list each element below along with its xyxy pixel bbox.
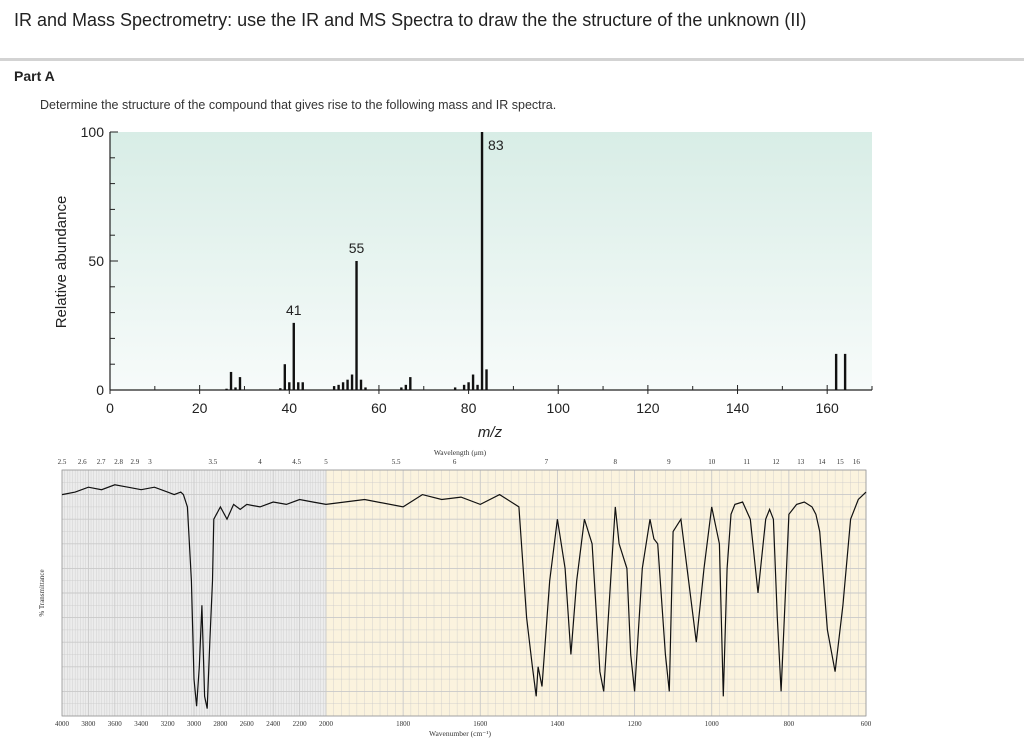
ir-frame [61, 469, 867, 717]
ir-wavelength-tick-label: 3 [148, 458, 152, 466]
ir-wavenumber-tick-label: 1200 [628, 720, 643, 728]
ir-wavenumber-tick-label: 1400 [550, 720, 565, 728]
ir-wavenumber-tick-label: 4000 [55, 720, 70, 728]
ir-wavelength-tick-label: 8 [614, 458, 618, 466]
ir-wavenumber-tick-label: 2000 [319, 720, 334, 728]
ir-wavelength-tick-label: 4 [258, 458, 262, 466]
ir-transmittance-trace [61, 484, 867, 709]
ir-wavelength-tick-label: 14 [818, 458, 826, 466]
ms-x-tick-label: 100 [547, 400, 571, 416]
ir-wavelength-tick-label: 2.8 [114, 458, 123, 466]
mass-spectrum-plot-area [110, 132, 872, 390]
ir-wavelength-tick-label: 12 [773, 458, 781, 466]
ir-wavenumber-tick-label: 3800 [81, 720, 96, 728]
ir-wavenumber-tick-label: 2400 [266, 720, 281, 728]
ir-wavenumber-tick-label: 2600 [240, 720, 255, 728]
ir-wavelength-tick-label: 9 [667, 458, 671, 466]
ir-wavelength-tick-label: 2.6 [78, 458, 87, 466]
ms-y-tick-label: 0 [96, 382, 104, 398]
ir-wavenumber-tick-label: 3600 [108, 720, 123, 728]
ms-x-tick-label: 80 [461, 400, 477, 416]
ms-x-tick-label: 160 [815, 400, 839, 416]
ms-x-tick-label: 40 [282, 400, 298, 416]
ir-wavelength-tick-label: 2.9 [130, 458, 139, 466]
ms-peak-label: 55 [349, 240, 365, 256]
ms-x-tick-label: 20 [192, 400, 208, 416]
ir-wavelength-tick-label: 2.5 [58, 458, 67, 466]
ir-wavenumber-tick-label: 3000 [187, 720, 202, 728]
ms-x-tick-label: 0 [106, 400, 114, 416]
ir-wavelength-tick-label: 15 [837, 458, 845, 466]
ms-ylabel: Relative abundance [53, 196, 70, 329]
ms-x-tick-label: 140 [726, 400, 750, 416]
ir-wavenumber-tick-label: 1000 [705, 720, 720, 728]
ir-wavenumber-tick-label: 2800 [213, 720, 228, 728]
ms-peak-label: 41 [286, 302, 302, 318]
ir-wavelength-tick-label: 13 [797, 458, 805, 466]
ms-x-tick-label: 120 [636, 400, 660, 416]
ir-spectrum-chart: 2.5 2.6 2.7 2.8 2.9 3 3.5 4 4.5 5 5.5 6 7 8 9 10 11 12 13 1… [38, 448, 872, 738]
header-divider [0, 58, 1024, 61]
ir-ylabel: % Transmittance [38, 569, 46, 616]
ir-wavenumber-tick-label: 1600 [473, 720, 488, 728]
ms-peak-label: 83 [488, 137, 504, 153]
page-title: IR and Mass Spectrometry: use the IR and… [14, 10, 807, 30]
ir-wavenumber-tick-label: 800 [784, 720, 795, 728]
ir-wavenumber-tick-label: 3400 [134, 720, 149, 728]
ir-wavelength-tick-label: 10 [708, 458, 716, 466]
mass-spectrum-chart: 0 50 100 0 20 40 60 80 100 120 140 160 41 55 83 Relat… [53, 124, 873, 441]
ms-x-tick-label: 60 [371, 400, 387, 416]
ms-y-tick-label: 50 [88, 253, 104, 269]
ir-wavenumber-tick-label: 1800 [396, 720, 411, 728]
ir-wavelength-tick-label: 11 [743, 458, 750, 466]
ir-wavenumber-tick-label: 3200 [161, 720, 176, 728]
ir-wavelength-tick-label: 6 [453, 458, 457, 466]
ir-wavelength-tick-label: 5.5 [392, 458, 401, 466]
part-label: Part A [14, 68, 55, 84]
ir-xlabel: Wavenumber (cm⁻¹) [429, 729, 492, 738]
ir-wavelength-tick-label: 4.5 [292, 458, 301, 466]
ir-wavelength-tick-label: 16 [853, 458, 861, 466]
ir-wavelength-tick-label: 3.5 [208, 458, 217, 466]
ir-wavelength-tick-label: 7 [545, 458, 549, 466]
ir-wavenumber-tick-label: 2200 [293, 720, 308, 728]
ir-wavenumber-tick-label: 600 [861, 720, 872, 728]
ms-y-tick-label: 100 [81, 124, 105, 140]
instruction-text: Determine the structure of the compound … [40, 98, 557, 112]
ms-xlabel: m/z [478, 424, 503, 441]
ir-top-axis-label: Wavelength (μm) [434, 448, 487, 457]
ir-wavelength-tick-label: 5 [324, 458, 328, 466]
ir-wavelength-tick-label: 2.7 [97, 458, 106, 466]
